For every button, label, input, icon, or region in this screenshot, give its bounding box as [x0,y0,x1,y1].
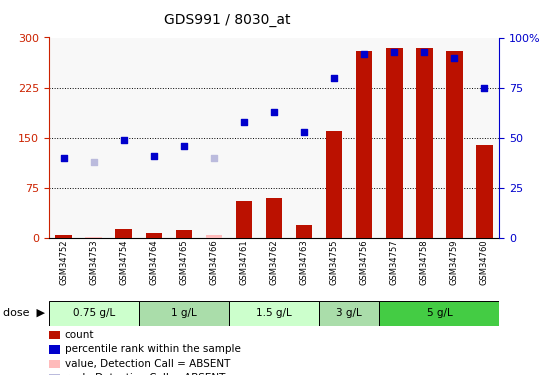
FancyBboxPatch shape [319,300,379,326]
Text: value, Detection Call = ABSENT: value, Detection Call = ABSENT [65,359,230,369]
Point [480,85,489,91]
Text: GDS991 / 8030_at: GDS991 / 8030_at [164,13,290,27]
Bar [469,38,500,238]
Bar [409,38,440,238]
Point [300,129,308,135]
Bar [109,38,139,238]
Point [360,51,368,57]
Bar [416,48,433,238]
Bar [349,38,379,238]
Point [179,143,188,149]
FancyBboxPatch shape [49,300,139,326]
Bar [85,237,102,238]
Bar [266,198,282,238]
Bar [326,131,342,238]
Bar [176,230,192,238]
Point [450,55,458,61]
Text: 1.5 g/L: 1.5 g/L [256,308,292,318]
Point [269,109,279,115]
FancyBboxPatch shape [229,300,319,326]
Bar [79,38,109,238]
Bar [236,201,252,238]
Bar [379,38,409,238]
Bar [440,38,469,238]
Bar [146,233,162,238]
FancyBboxPatch shape [379,300,500,326]
Text: 5 g/L: 5 g/L [427,308,453,318]
Bar [49,38,79,238]
Point [420,48,429,54]
Bar [446,51,463,238]
Text: 1 g/L: 1 g/L [171,308,197,318]
Text: rank, Detection Call = ABSENT: rank, Detection Call = ABSENT [65,373,225,375]
Text: 3 g/L: 3 g/L [336,308,362,318]
Point [240,119,248,125]
Bar [169,38,199,238]
Point [330,75,339,81]
Bar [229,38,259,238]
Point [150,153,158,159]
FancyBboxPatch shape [139,300,229,326]
Bar [116,230,132,238]
Bar [319,38,349,238]
Bar [296,225,312,238]
Point [90,159,98,165]
Text: count: count [65,330,94,340]
Bar [259,38,289,238]
Point [210,155,218,161]
Text: dose  ▶: dose ▶ [3,308,45,318]
Bar [206,235,222,238]
Bar [356,51,373,238]
Text: percentile rank within the sample: percentile rank within the sample [65,345,241,354]
Point [119,137,128,143]
Bar [199,38,229,238]
Bar [386,48,402,238]
Point [59,155,68,161]
Bar [476,144,492,238]
Point [390,48,399,54]
Text: 0.75 g/L: 0.75 g/L [72,308,115,318]
Bar [139,38,169,238]
Bar [56,235,72,238]
Bar [289,38,319,238]
